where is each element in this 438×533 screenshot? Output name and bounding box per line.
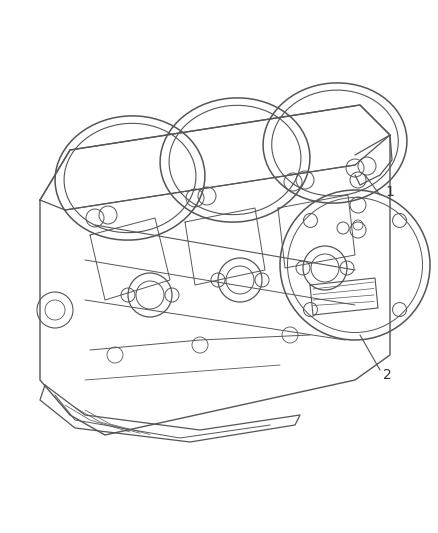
- Text: 2: 2: [383, 368, 392, 382]
- Text: 1: 1: [385, 185, 394, 199]
